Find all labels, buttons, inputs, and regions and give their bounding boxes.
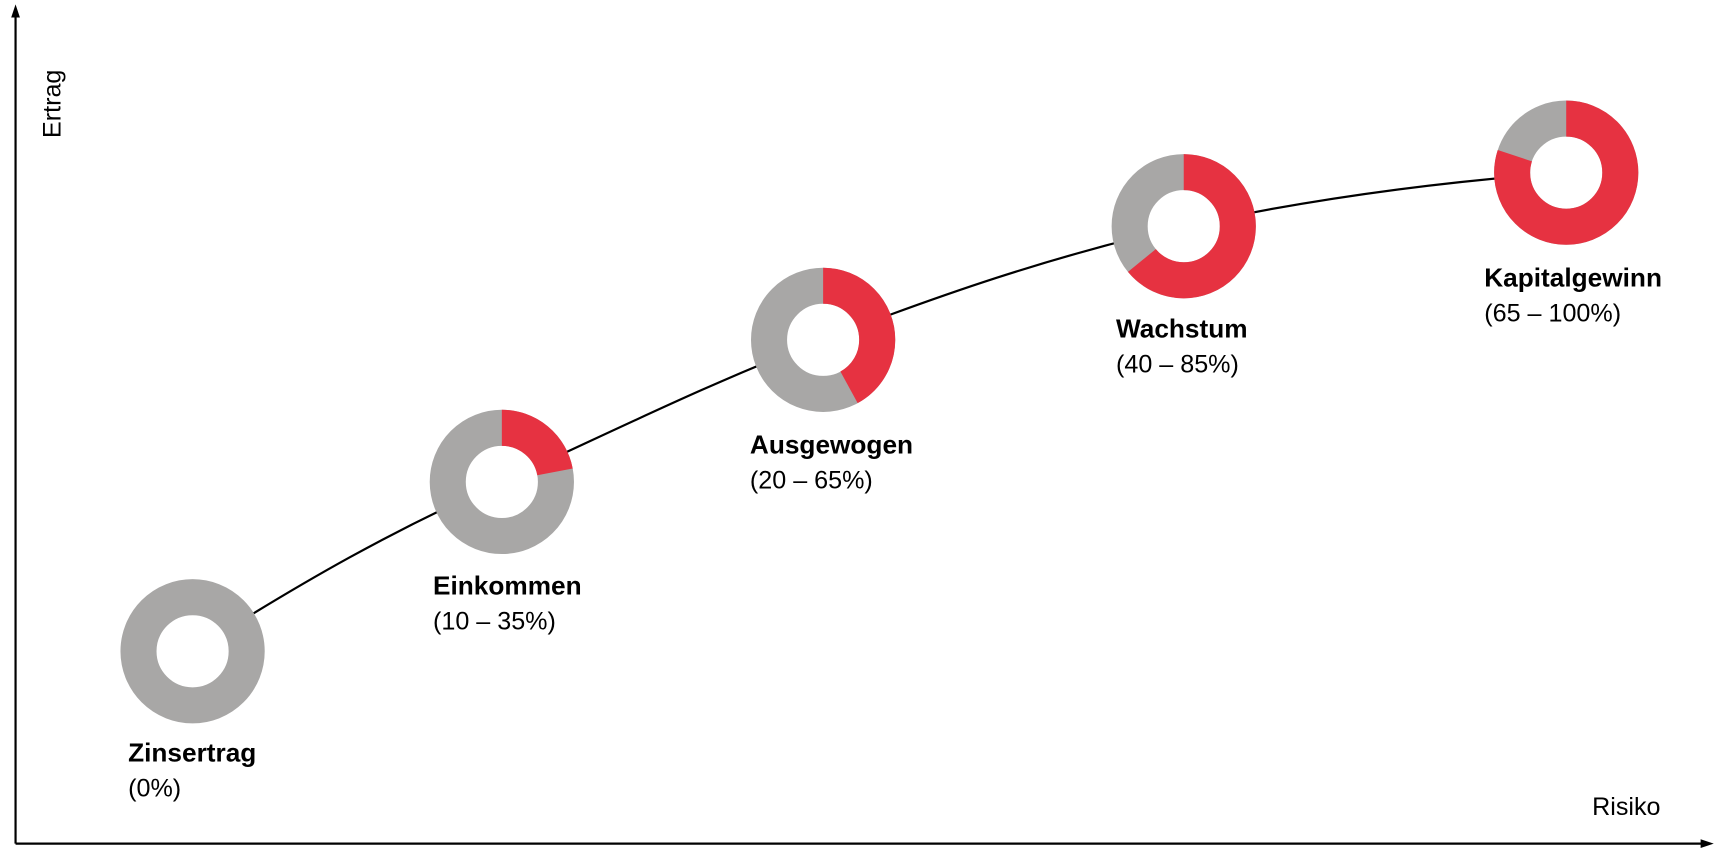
- nodes: Zinsertrag (0%) Einkommen (10 – 35%) Ausgewo…: [120, 100, 1662, 803]
- y-axis-label: Ertrag: [38, 70, 66, 138]
- node-label: Kapitalgewinn: [1484, 262, 1662, 292]
- node-range: (10 – 35%): [433, 607, 556, 635]
- node-range: (65 – 100%): [1484, 299, 1621, 327]
- node-range: (0%): [128, 775, 181, 803]
- node-range: (40 – 85%): [1116, 351, 1239, 379]
- donut-share: [750, 267, 896, 412]
- node-label: Wachstum: [1116, 314, 1248, 344]
- node-label: Zinsertrag: [128, 738, 256, 768]
- y-axis-arrow: [11, 4, 20, 18]
- curve: [192, 171, 1567, 653]
- node-range: (20 – 65%): [750, 466, 873, 494]
- x-axis-label: Risiko: [1592, 793, 1660, 821]
- node-label: Ausgewogen: [750, 430, 913, 460]
- donut-share: [1494, 100, 1639, 245]
- donut-share: [429, 409, 574, 555]
- x-axis-arrow: [1700, 839, 1714, 848]
- donut-share: [1111, 154, 1256, 299]
- node-label: Einkommen: [433, 570, 582, 600]
- donut-ring: [120, 579, 265, 724]
